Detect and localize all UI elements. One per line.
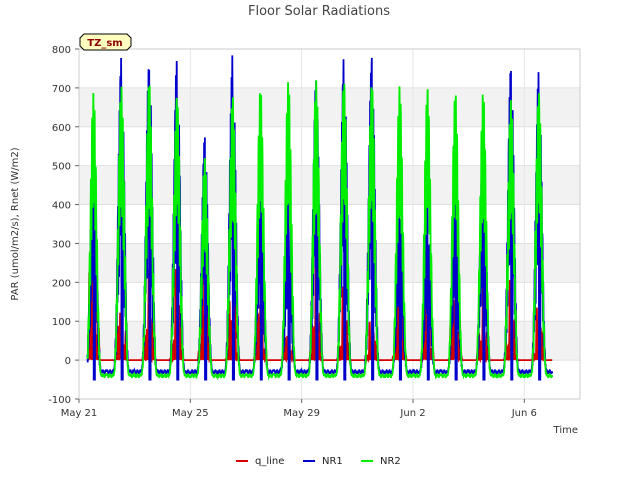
y-tick-label: 600 (52, 123, 71, 134)
y-tick-label: -100 (48, 395, 71, 406)
legend-item: NR2 (361, 456, 401, 467)
x-axis-label: Time (553, 425, 578, 436)
tz-badge-label: TZ_sm (87, 38, 122, 49)
tz-badge: TZ_sm (79, 33, 132, 51)
plot-frame (78, 48, 581, 400)
y-axis-label: PAR (umol/m2/s), Rnet (W/m2) (10, 147, 21, 300)
x-tick-label: May 29 (283, 408, 320, 419)
chart-title: Floor Solar Radiations (248, 4, 390, 19)
background-band (79, 243, 580, 283)
y-tick-label: 700 (52, 84, 71, 95)
background-band (79, 165, 580, 205)
legend-item: NR1 (303, 456, 343, 467)
y-tick-label: 800 (52, 45, 71, 56)
y-tick-label: 400 (52, 201, 71, 212)
background-band (79, 321, 580, 361)
legend-item: q_line (236, 456, 284, 467)
legend-label: NR2 (380, 456, 401, 467)
legend-label: NR1 (322, 456, 343, 467)
y-tick-label: 200 (52, 278, 71, 289)
y-tick-label: 100 (52, 317, 71, 328)
background-bands (79, 87, 580, 361)
y-tick-label: 300 (52, 239, 71, 250)
background-band (79, 87, 580, 127)
y-tick-label: 500 (52, 162, 71, 173)
x-tick-label: Jun 6 (511, 408, 537, 419)
legend-label: q_line (255, 456, 284, 467)
series-nr2 (86, 80, 554, 381)
x-tick-label: May 25 (172, 408, 209, 419)
x-tick-label: May 21 (61, 408, 98, 419)
y-axis: -100 0 100 200 300 400 500 600 700 800 (48, 45, 79, 406)
plot-area (86, 55, 554, 381)
x-axis: May 21 May 25 May 29 Jun 2 Jun 6 (61, 399, 537, 419)
tz-badge-box (79, 33, 132, 51)
y-tick-label: 0 (65, 356, 71, 367)
x-tick-label: Jun 2 (399, 408, 425, 419)
legend: q_line NR1 NR2 (236, 456, 401, 467)
